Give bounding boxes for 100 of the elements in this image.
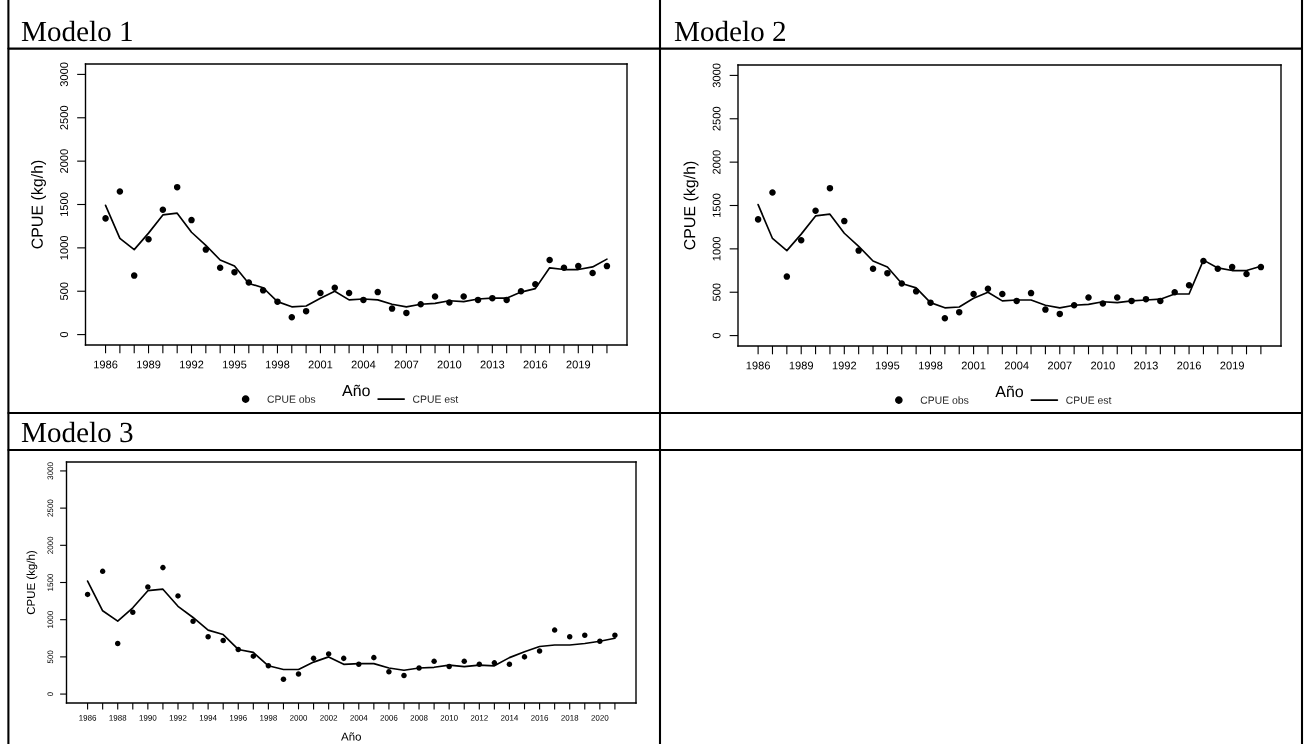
x-axis-title: Año bbox=[341, 732, 361, 741]
point bbox=[955, 308, 963, 316]
point bbox=[216, 264, 224, 272]
y-tick-label: 3000 bbox=[712, 63, 721, 88]
point bbox=[1056, 310, 1064, 318]
point bbox=[401, 672, 407, 679]
x-tick-label: 2007 bbox=[394, 360, 419, 369]
x-tick-label: 1996 bbox=[229, 714, 247, 721]
y-tick-label: 2000 bbox=[47, 536, 54, 554]
x-tick-label: 1995 bbox=[222, 360, 247, 369]
x-tick-label: 2010 bbox=[1091, 361, 1115, 370]
point bbox=[325, 651, 332, 657]
point bbox=[754, 216, 762, 223]
point bbox=[869, 265, 877, 273]
y-axis-title: CPUE (kg/h) bbox=[683, 161, 699, 250]
x-tick-label: 2012 bbox=[470, 714, 488, 721]
point bbox=[371, 654, 377, 661]
legend-label: CPUE est bbox=[1066, 396, 1112, 404]
x-tick-label: 2019 bbox=[566, 360, 591, 369]
y-tick-label: 2500 bbox=[60, 105, 69, 130]
x-tick-label: 2016 bbox=[1177, 361, 1201, 370]
x-tick-label: 1988 bbox=[109, 714, 127, 721]
point bbox=[159, 206, 167, 213]
x-tick-label: 1998 bbox=[260, 714, 277, 721]
point bbox=[999, 290, 1006, 298]
x-tick-label: 1986 bbox=[94, 360, 118, 369]
point bbox=[102, 215, 109, 222]
point bbox=[506, 661, 513, 668]
x-tick-label: 2000 bbox=[290, 714, 308, 721]
point bbox=[99, 568, 106, 575]
y-tick-label: 0 bbox=[712, 332, 721, 339]
point bbox=[175, 593, 181, 599]
point bbox=[116, 188, 124, 195]
point bbox=[431, 658, 437, 665]
x-tick-label: 1986 bbox=[79, 714, 97, 721]
point bbox=[431, 293, 439, 300]
point bbox=[374, 288, 381, 296]
point bbox=[145, 235, 152, 243]
point bbox=[1113, 294, 1121, 301]
point bbox=[130, 272, 138, 279]
point bbox=[340, 655, 347, 662]
point bbox=[521, 654, 528, 660]
x-tick-label: 2004 bbox=[350, 714, 368, 721]
point bbox=[575, 262, 582, 270]
point bbox=[295, 671, 302, 677]
x-tick-label: 1998 bbox=[265, 360, 290, 369]
y-tick-label: 2500 bbox=[47, 499, 54, 517]
point bbox=[1228, 263, 1236, 271]
x-tick-label: 2004 bbox=[351, 360, 376, 369]
point bbox=[145, 584, 151, 590]
point bbox=[1185, 282, 1193, 289]
x-tick-label: 1986 bbox=[746, 361, 770, 370]
point bbox=[769, 189, 776, 196]
chart-title: Modelo 3 bbox=[21, 421, 133, 443]
y-tick-label: 2000 bbox=[60, 149, 69, 173]
x-tick-label: 1992 bbox=[169, 714, 187, 721]
point bbox=[84, 591, 91, 598]
x-tick-label: 1998 bbox=[918, 361, 943, 370]
y-tick-label: 1500 bbox=[47, 573, 54, 591]
legend-label: CPUE est bbox=[413, 395, 459, 403]
point bbox=[386, 669, 392, 675]
point bbox=[302, 307, 310, 315]
point bbox=[130, 609, 136, 616]
point bbox=[783, 273, 791, 280]
point bbox=[826, 184, 834, 192]
x-tick-label: 2001 bbox=[308, 360, 333, 369]
x-tick-label: 1995 bbox=[875, 361, 900, 370]
point bbox=[855, 247, 862, 254]
point bbox=[589, 269, 596, 277]
point bbox=[603, 262, 611, 270]
point bbox=[797, 236, 805, 244]
point bbox=[461, 658, 468, 665]
x-tick-label: 1992 bbox=[832, 361, 857, 370]
x-tick-label: 1989 bbox=[137, 360, 161, 369]
point bbox=[551, 627, 558, 633]
y-tick-label: 0 bbox=[60, 331, 69, 338]
x-tick-label: 2007 bbox=[1047, 361, 1072, 370]
x-tick-label: 2008 bbox=[410, 714, 428, 721]
point bbox=[173, 183, 181, 191]
x-tick-label: 2002 bbox=[320, 714, 338, 721]
point bbox=[884, 269, 891, 277]
x-tick-label: 2004 bbox=[1004, 361, 1029, 370]
legend-label: CPUE obs bbox=[920, 396, 969, 404]
y-tick-label: 2500 bbox=[712, 106, 721, 131]
y-axis-title: CPUE (kg/h) bbox=[31, 160, 46, 249]
x-tick-label: 2010 bbox=[437, 360, 462, 369]
point bbox=[1085, 294, 1092, 301]
x-tick-label: 2018 bbox=[561, 714, 579, 721]
point bbox=[288, 313, 296, 321]
x-tick-label: 1990 bbox=[139, 714, 157, 721]
x-tick-label: 2006 bbox=[380, 714, 398, 721]
point bbox=[812, 207, 819, 214]
point bbox=[841, 217, 848, 225]
chart-title: Modelo 2 bbox=[674, 20, 785, 42]
point bbox=[310, 655, 317, 662]
x-tick-label: 2010 bbox=[440, 714, 458, 721]
point bbox=[582, 632, 588, 639]
x-tick-label: 1992 bbox=[180, 360, 204, 369]
y-tick-label: 0 bbox=[47, 692, 54, 696]
x-axis-title: Año bbox=[995, 385, 1024, 398]
